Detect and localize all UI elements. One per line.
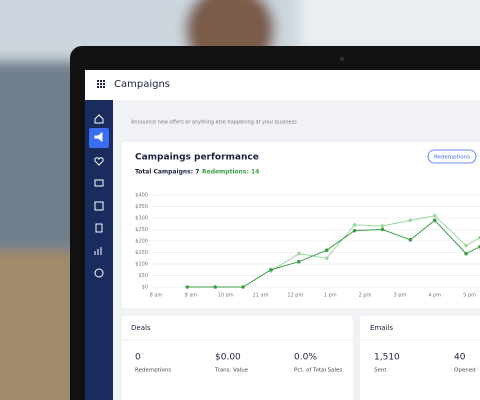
announcement: Announce new offers or anything else hap… bbox=[131, 120, 297, 126]
data-point bbox=[297, 251, 301, 256]
legend-entry: Total Campaigns: 7 bbox=[135, 169, 199, 176]
x-tick-label: 10 am bbox=[218, 293, 234, 299]
data-point bbox=[432, 218, 437, 223]
emails-card bbox=[360, 316, 480, 400]
x-tick-label: 5 pm bbox=[463, 293, 476, 299]
redemptions-button[interactable] bbox=[427, 149, 477, 164]
x-tick-label: 8 am bbox=[150, 293, 163, 299]
y-tick-label: $50 bbox=[138, 273, 148, 279]
data-point bbox=[408, 218, 413, 223]
data-point bbox=[432, 213, 437, 218]
x-tick-label: 2 pm bbox=[359, 293, 372, 299]
menu-icon[interactable] bbox=[97, 80, 105, 88]
legend-entry: Redemptions: 14 bbox=[202, 169, 259, 176]
stat-label: Sent bbox=[374, 368, 387, 374]
stat-value: 40 bbox=[454, 353, 466, 363]
deals-card bbox=[122, 316, 353, 400]
x-tick-label: 1 pm bbox=[324, 293, 337, 299]
button-label[interactable]: Redemptions bbox=[434, 155, 470, 161]
x-tick-label: 11 am bbox=[253, 293, 269, 299]
y-tick-label: $150 bbox=[135, 250, 148, 256]
y-tick-label: $300 bbox=[135, 216, 148, 222]
card-title: Deals bbox=[131, 324, 151, 332]
stat-value: 1,510 bbox=[374, 353, 400, 363]
data-point bbox=[213, 285, 218, 289]
data-point bbox=[380, 224, 385, 228]
card-title: Emails bbox=[370, 324, 393, 332]
data-point bbox=[464, 251, 468, 256]
data-point bbox=[185, 285, 190, 289]
y-tick-label: $0 bbox=[142, 285, 148, 291]
stat-label: Pct. of Total Sales bbox=[294, 368, 342, 374]
data-point bbox=[241, 285, 245, 289]
stat-value: 0 bbox=[135, 353, 141, 363]
plot bbox=[152, 194, 480, 289]
y-tick-label: $250 bbox=[135, 227, 148, 233]
x-tick-label: 3 pm bbox=[393, 293, 406, 299]
y-tick-label: $100 bbox=[135, 262, 148, 268]
chart-title: Campaings performance bbox=[135, 153, 259, 163]
y-tick-label: $200 bbox=[135, 239, 148, 245]
series-line bbox=[187, 219, 480, 288]
stat-label: Opened bbox=[454, 368, 476, 374]
x-tick-label: 12 pm bbox=[287, 293, 303, 299]
stat-label: Trans. Value bbox=[214, 368, 249, 374]
page-title: Campaigns bbox=[114, 79, 170, 90]
data-point bbox=[352, 228, 357, 233]
stat-label: Redemptions bbox=[135, 368, 171, 374]
y-tick-label: $400 bbox=[135, 193, 148, 199]
performance-card bbox=[122, 142, 480, 308]
sidebar-icons[interactable] bbox=[94, 114, 104, 278]
top-bar bbox=[85, 70, 480, 100]
stat-value: 0.0% bbox=[294, 353, 317, 363]
x-tick-label: 4 pm bbox=[428, 293, 441, 299]
camera bbox=[340, 57, 344, 61]
x-tick-label: 9 am bbox=[184, 293, 197, 299]
data-point bbox=[380, 227, 385, 232]
stat-value: $0.00 bbox=[215, 353, 241, 363]
data-point bbox=[464, 243, 468, 248]
y-tick-label: $350 bbox=[135, 204, 148, 210]
data-point bbox=[297, 259, 301, 264]
data-point bbox=[324, 256, 329, 261]
data-point bbox=[269, 267, 273, 272]
data-point bbox=[324, 248, 329, 252]
data-point bbox=[408, 238, 413, 242]
data-point bbox=[352, 223, 357, 227]
sidebar bbox=[85, 100, 113, 400]
